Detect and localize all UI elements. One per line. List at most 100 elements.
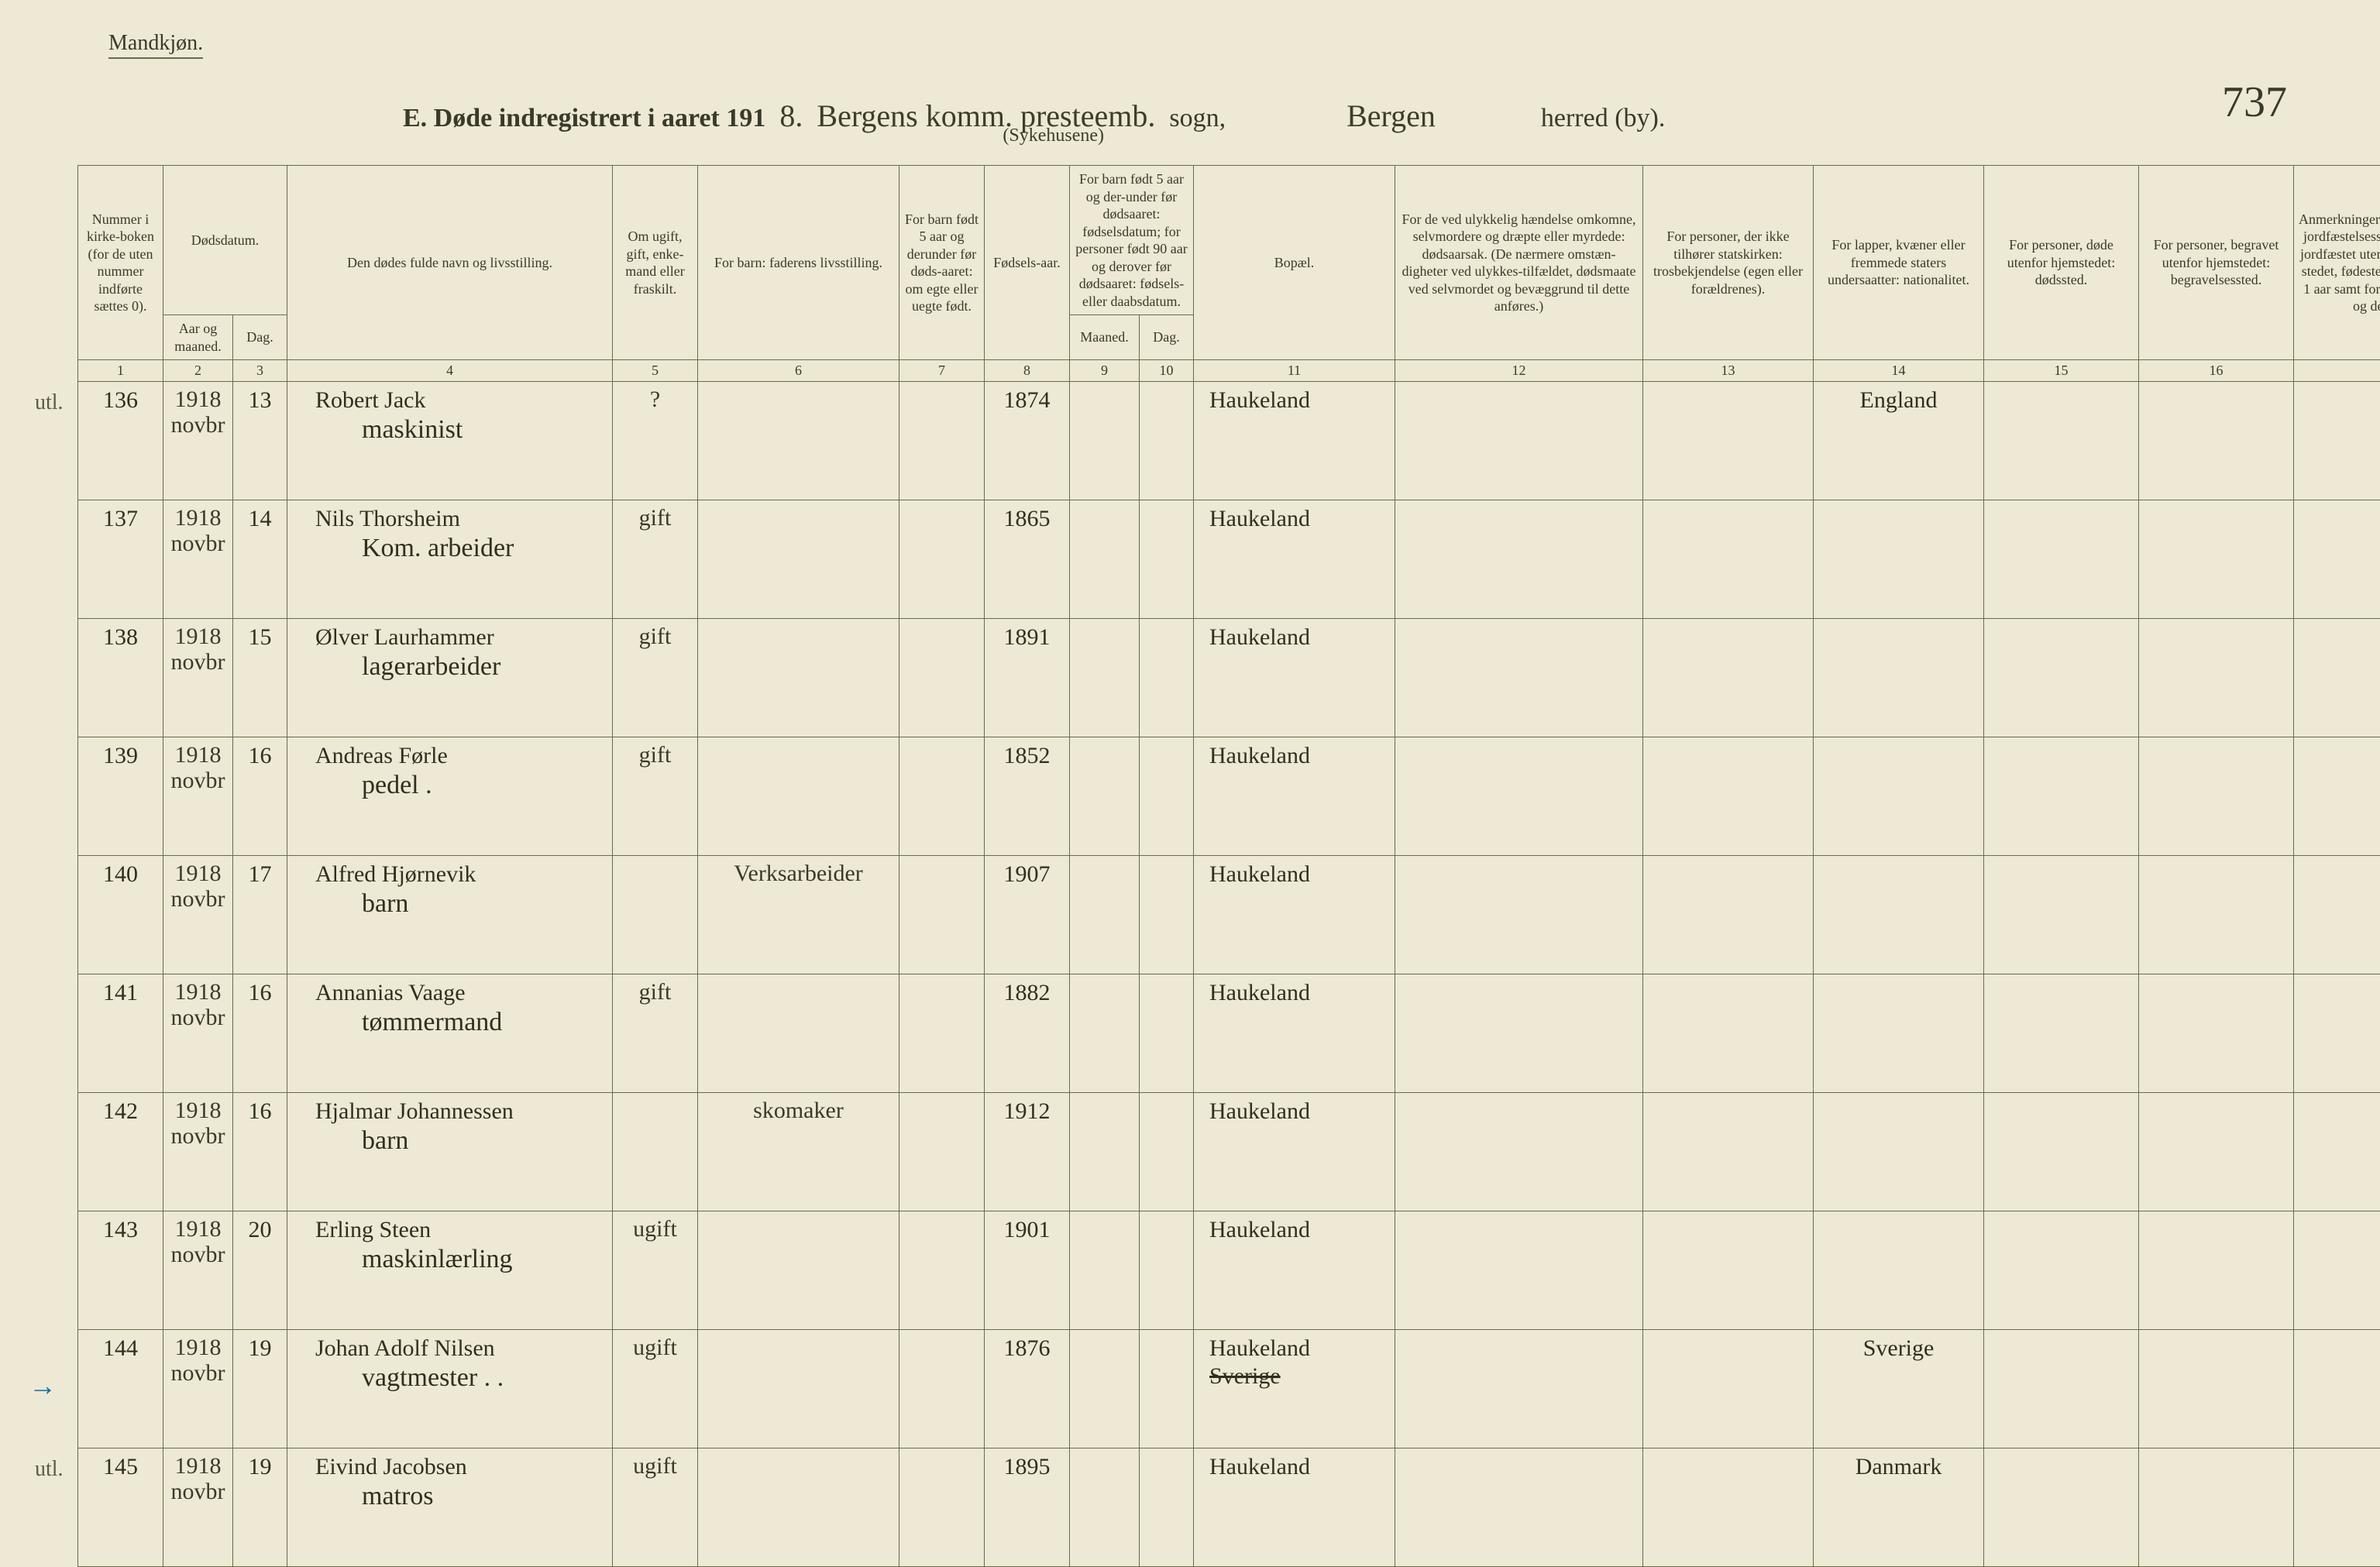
- person-occupation: vagtmester . .: [292, 1363, 607, 1394]
- birth-month: [1070, 381, 1140, 500]
- col-header-8: Fødsels-aar.: [985, 166, 1070, 360]
- death-day: 15: [233, 618, 287, 737]
- col-header-10: Dag.: [1140, 315, 1194, 360]
- cause-of-death: [1395, 737, 1643, 855]
- residence-line: Sverige: [1209, 1363, 1281, 1389]
- birth-month: [1070, 500, 1140, 618]
- table-row: 1421918novbr16Hjalmar Johannessenbarnsko…: [78, 1092, 2380, 1211]
- entry-number: →144: [78, 1329, 163, 1448]
- death-month: novbr: [171, 531, 225, 556]
- marital-status: gift: [613, 500, 698, 618]
- entry-number-value: 145: [103, 1454, 138, 1479]
- death-day: 17: [233, 855, 287, 974]
- death-year-month: 1918novbr: [163, 1211, 233, 1329]
- col-16-cell: [2139, 855, 2294, 974]
- marital-status: [613, 855, 698, 974]
- nationality: [1814, 500, 1984, 618]
- col-16-cell: [2139, 618, 2294, 737]
- col-17-cell: [2294, 855, 2380, 974]
- entry-number-value: 138: [103, 624, 138, 650]
- person-occupation: maskinist: [292, 414, 607, 446]
- gender-label: Mandkjøn.: [108, 31, 203, 59]
- death-day: 19: [233, 1448, 287, 1566]
- residence-line: Haukeland: [1209, 743, 1310, 768]
- residence-line: Haukeland: [1209, 1335, 1310, 1361]
- death-month: novbr: [171, 412, 225, 438]
- col-header-16: For personer, begravet utenfor hjemstede…: [2139, 166, 2294, 360]
- colnum: 10: [1140, 360, 1194, 382]
- col-header-2a: Aar og maaned.: [163, 315, 233, 360]
- confession: [1643, 855, 1814, 974]
- death-day: 14: [233, 500, 287, 618]
- colnum: 2: [163, 360, 233, 382]
- birth-year: 1907: [985, 855, 1070, 974]
- person-name: Eivind Jacobsen: [292, 1454, 467, 1479]
- nationality: Danmark: [1814, 1448, 1984, 1566]
- confession: [1643, 974, 1814, 1092]
- col-header-12: For de ved ulykkelig hændelse omkomne, s…: [1395, 166, 1643, 360]
- father-occupation: skomaker: [698, 1092, 899, 1211]
- death-year: 1918: [175, 1098, 222, 1123]
- title-year-suffix: 8.: [779, 98, 803, 134]
- birth-month: [1070, 1448, 1140, 1566]
- register-table: Nummer i kirke-boken (for de uten nummer…: [77, 165, 2380, 1567]
- cause-of-death: [1395, 855, 1643, 974]
- entry-number: 139: [78, 737, 163, 855]
- person-name: Erling Steen: [292, 1217, 431, 1242]
- death-month: novbr: [171, 768, 225, 793]
- death-month: novbr: [171, 1360, 225, 1386]
- herred-label: herred (by).: [1541, 104, 1665, 133]
- confession: [1643, 737, 1814, 855]
- father-occupation: [698, 737, 899, 855]
- margin-note: utl.: [35, 390, 64, 416]
- birth-year: 1882: [985, 974, 1070, 1092]
- birth-year: 1865: [985, 500, 1070, 618]
- confession: [1643, 381, 1814, 500]
- marital-status: gift: [613, 737, 698, 855]
- birth-month: [1070, 618, 1140, 737]
- father-occupation: [698, 974, 899, 1092]
- col-17-cell: [2294, 381, 2380, 500]
- residence-line: Haukeland: [1209, 387, 1310, 413]
- death-month: novbr: [171, 1242, 225, 1267]
- col-15-cell: [1984, 737, 2139, 855]
- colnum: 11: [1194, 360, 1395, 382]
- cause-of-death: [1395, 1092, 1643, 1211]
- father-occupation: Verksarbeider: [698, 855, 899, 974]
- nationality: [1814, 855, 1984, 974]
- nationality: [1814, 974, 1984, 1092]
- person-occupation: barn: [292, 1125, 607, 1157]
- confession: [1643, 500, 1814, 618]
- death-month: novbr: [171, 1005, 225, 1030]
- table-row: 1371918novbr14Nils ThorsheimKom. arbeide…: [78, 500, 2380, 618]
- person-occupation: tømmermand: [292, 1007, 607, 1039]
- death-day: 13: [233, 381, 287, 500]
- col-17-cell: [2294, 1092, 2380, 1211]
- colnum: 9: [1070, 360, 1140, 382]
- death-year: 1918: [175, 1335, 222, 1360]
- name-and-occupation: Johan Adolf Nilsenvagtmester . .: [287, 1329, 613, 1448]
- col-16-cell: [2139, 1448, 2294, 1566]
- table-body: utl.1361918novbr13Robert Jackmaskinist?1…: [78, 381, 2380, 1566]
- entry-number: 140: [78, 855, 163, 974]
- birth-year: 1876: [985, 1329, 1070, 1448]
- col-16-cell: [2139, 737, 2294, 855]
- name-and-occupation: Alfred Hjørnevikbarn: [287, 855, 613, 974]
- marital-status: ugift: [613, 1211, 698, 1329]
- col-15-cell: [1984, 1329, 2139, 1448]
- residence: Haukeland: [1194, 1448, 1395, 1566]
- residence: Haukeland: [1194, 1211, 1395, 1329]
- death-year-month: 1918novbr: [163, 500, 233, 618]
- title-prefix: E. Døde indregistrert i aaret 191: [403, 104, 765, 133]
- sogn-handwritten: Bergens komm. presteemb.: [817, 98, 1155, 133]
- nationality: England: [1814, 381, 1984, 500]
- col-15-cell: [1984, 1211, 2139, 1329]
- sogn-sub-handwritten: (Sykehusene): [1003, 125, 1104, 146]
- birth-day: [1140, 737, 1194, 855]
- residence-line: Haukeland: [1209, 506, 1310, 531]
- marital-status: ugift: [613, 1448, 698, 1566]
- death-year-month: 1918novbr: [163, 618, 233, 737]
- col-header-6: For barn: faderens livsstilling.: [698, 166, 899, 360]
- death-year: 1918: [175, 505, 222, 531]
- entry-number-value: 143: [103, 1217, 138, 1242]
